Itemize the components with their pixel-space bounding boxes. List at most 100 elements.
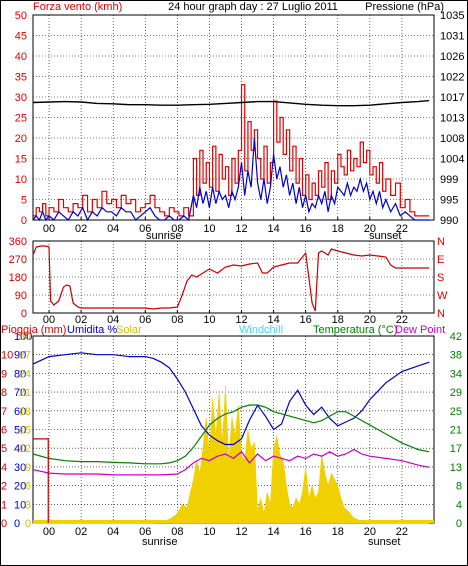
wind-y-label: 5: [21, 195, 27, 207]
x-tick-label-hidden: 16: [300, 314, 312, 326]
x-tick-label: 06: [139, 223, 151, 235]
pressure-y-label: 1031: [440, 31, 464, 43]
temperature-y-label: 4: [456, 499, 462, 511]
humidity-y-label: 50: [14, 425, 26, 437]
x-tick-label: 02: [75, 526, 87, 538]
humidity-series: [32, 352, 430, 446]
direction-y-label: 180: [9, 272, 27, 284]
humidity-y-label: 80: [14, 368, 26, 380]
x-tick-label: 10: [203, 526, 215, 538]
x-tick-label: 22: [396, 526, 408, 538]
solar-y-label: 21: [19, 387, 31, 399]
wind-y-label: 45: [15, 31, 27, 43]
wind-y-label: 0: [21, 215, 27, 227]
temperature-y-label: 13: [450, 462, 462, 474]
temperature-series: [32, 404, 430, 465]
x-tick-label: 18: [332, 526, 344, 538]
pressure-y-label: 1013: [440, 113, 464, 125]
solar-y-label: 24: [19, 368, 31, 380]
x-tick-label: 14: [267, 526, 279, 538]
x-tick-label-hidden: 08: [171, 314, 183, 326]
wind-average-series: [32, 137, 430, 222]
pressure-y-label: 990: [440, 215, 458, 227]
rain-y-label: 2: [1, 481, 7, 493]
wind-y-label: 20: [15, 133, 27, 145]
solar-y-label: 9: [25, 462, 31, 474]
legend-dewpoint: Dew Point: [395, 324, 445, 336]
solar-y-label: 3: [25, 499, 31, 511]
temperature-y-label: 38: [450, 350, 462, 362]
x-tick-label: 10: [203, 223, 215, 235]
humidity-y-label: 20: [14, 481, 26, 493]
solar-y-label: 30: [19, 331, 31, 343]
x-tick-label-hidden: 02: [75, 314, 87, 326]
wind-title: Forza vento (kmh): [33, 1, 122, 13]
wind-y-label: 15: [15, 154, 27, 166]
legend-humidity: Umidita %: [67, 324, 117, 336]
sunrise-label-top: sunrise: [146, 230, 181, 242]
pressure-title: Pressione (hPa): [365, 1, 444, 13]
x-tick-label-hidden: 12: [235, 314, 247, 326]
humidity-y-label: 90: [14, 350, 26, 362]
direction-compass-label: E: [437, 254, 444, 266]
direction-y-label: 270: [9, 254, 27, 266]
rain-y-label: 4: [1, 462, 7, 474]
x-tick-label: 00: [43, 526, 55, 538]
rain-y-label: 9: [1, 368, 7, 380]
rain-y-label: 10: [1, 350, 13, 362]
x-tick-label: 04: [107, 223, 119, 235]
legend-temperature: Temperatura (°C): [313, 324, 397, 336]
pressure-y-label: 1008: [440, 133, 464, 145]
x-tick-label-hidden: 18: [332, 314, 344, 326]
rain-y-label: 7: [1, 406, 7, 418]
pressure-y-label: 1026: [440, 51, 464, 63]
pressure-series: [32, 99, 430, 107]
sunset-label-bottom: sunset: [368, 536, 400, 548]
wind-y-label: 40: [15, 51, 27, 63]
humidity-y-label: 0: [14, 518, 20, 530]
pressure-y-label: 1017: [440, 92, 464, 104]
x-tick-label-hidden: 00: [43, 314, 55, 326]
humidity-y-label: 70: [14, 387, 26, 399]
legend-windchill: Windchill: [239, 324, 283, 336]
x-tick-label-hidden: 06: [139, 314, 151, 326]
solar-y-label: 18: [19, 406, 31, 418]
legend-rain: Pioggia (mm): [1, 324, 66, 336]
x-tick-label: 04: [107, 526, 119, 538]
x-tick-label: 16: [300, 526, 312, 538]
direction-compass-label: N: [437, 236, 445, 248]
direction-compass-label: N: [437, 308, 445, 320]
pressure-y-label: 1022: [440, 72, 464, 84]
x-tick-label: 14: [267, 223, 279, 235]
humidity-y-label: 100: [14, 331, 32, 343]
x-tick-label-hidden: 04: [107, 314, 119, 326]
temperature-y-label: 42: [450, 331, 462, 343]
x-tick-label-hidden: 20: [364, 314, 376, 326]
direction-y-label: 0: [21, 308, 27, 320]
x-tick-label: 12: [235, 223, 247, 235]
wind-y-label: 30: [15, 92, 27, 104]
chart-title: 24 hour graph day : 27 Luglio 2011: [168, 1, 338, 13]
rain-y-label: 8: [1, 387, 7, 399]
temperature-y-label: 25: [450, 406, 462, 418]
wind-gust-series: [33, 84, 430, 217]
x-tick-label: 00: [43, 223, 55, 235]
wind-y-label: 50: [15, 10, 27, 22]
x-tick-label: 22: [396, 223, 408, 235]
x-tick-label: 16: [300, 223, 312, 235]
rain-y-label: 0: [1, 518, 7, 530]
rain-y-label: 1: [1, 499, 7, 511]
solar-area: [33, 385, 430, 524]
x-tick-label: 20: [364, 526, 376, 538]
humidity-y-label: 40: [14, 443, 26, 455]
solar-y-label: 6: [25, 481, 31, 493]
wind-direction-series: [32, 245, 430, 312]
humidity-y-label: 30: [14, 462, 26, 474]
temperature-y-label: 21: [450, 425, 462, 437]
solar-y-label: 0: [25, 518, 31, 530]
solar-baseline: [33, 520, 434, 523]
pressure-y-label: 999: [440, 174, 458, 186]
direction-y-label: 360: [9, 236, 27, 248]
rain-y-label: 5: [1, 443, 7, 455]
